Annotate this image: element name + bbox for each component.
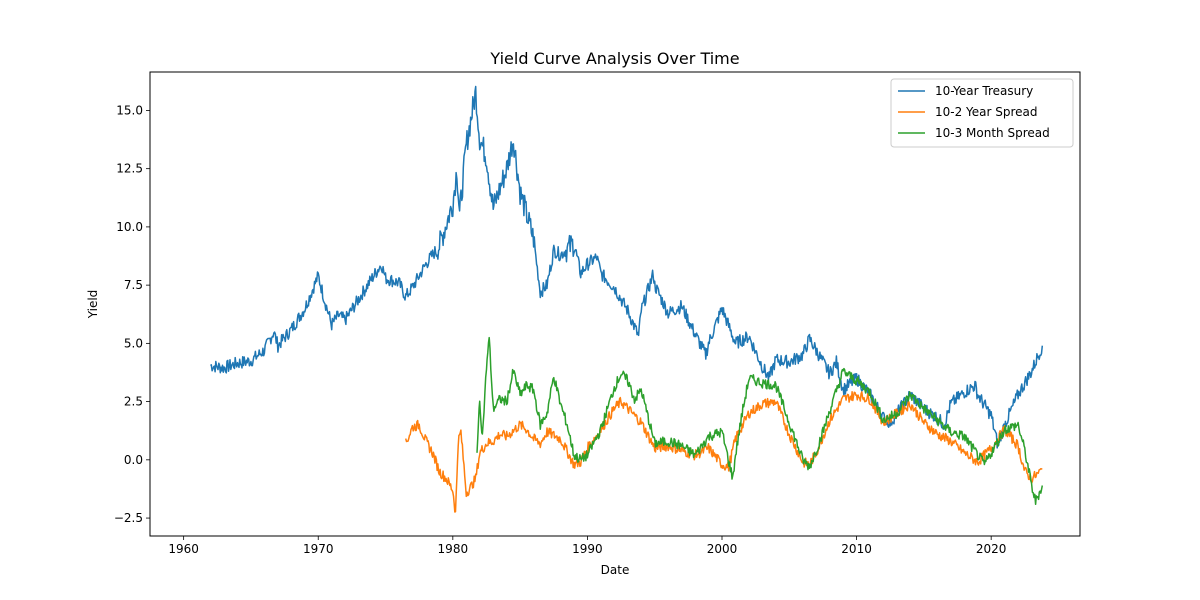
legend: 10-Year Treasury 10-2 Year Spread 10-3 Mon… [890,78,1074,148]
x-tick-label: 1970 [303,542,334,556]
y-tick-label: 2.5 [124,395,143,409]
x-axis-title: Date [601,563,630,577]
chart-title: Yield Curve Analysis Over Time [489,49,739,68]
plot-area-frame [149,71,1081,537]
x-tick-label: 2000 [707,542,738,556]
x-tick-label: 1960 [168,542,199,556]
x-tick-label: 2010 [841,542,872,556]
legend-label-2: 10-2 Year Spread [935,105,1038,119]
x-tick-label: 2020 [976,542,1007,556]
plot-lines [210,85,1044,513]
legend-label-3: 10-3 Month Spread [935,126,1050,140]
y-tick-label: 5.0 [124,336,143,350]
y-tick-label: 7.5 [124,278,143,292]
x-tick-label: 1980 [438,542,469,556]
y-tick-label: 15.0 [116,103,143,117]
y-axis-ticks: −2.5 0.0 2.5 5.0 7.5 10.0 12.5 15.0 [114,103,150,525]
series-line-2 [404,391,1043,513]
series-line-3 [476,336,1044,506]
y-tick-label: 0.0 [124,453,143,467]
y-axis-title: Yield [86,290,100,320]
x-axis-ticks: 1960 1970 1980 1990 2000 2010 2020 [168,536,1006,556]
legend-box [890,78,1074,148]
legend-label-1: 10-Year Treasury [935,84,1033,98]
y-tick-label: 12.5 [116,162,143,176]
series-line-1 [210,85,1044,449]
y-tick-label: 10.0 [116,220,143,234]
x-tick-label: 1990 [572,542,603,556]
y-tick-label: −2.5 [114,511,143,525]
